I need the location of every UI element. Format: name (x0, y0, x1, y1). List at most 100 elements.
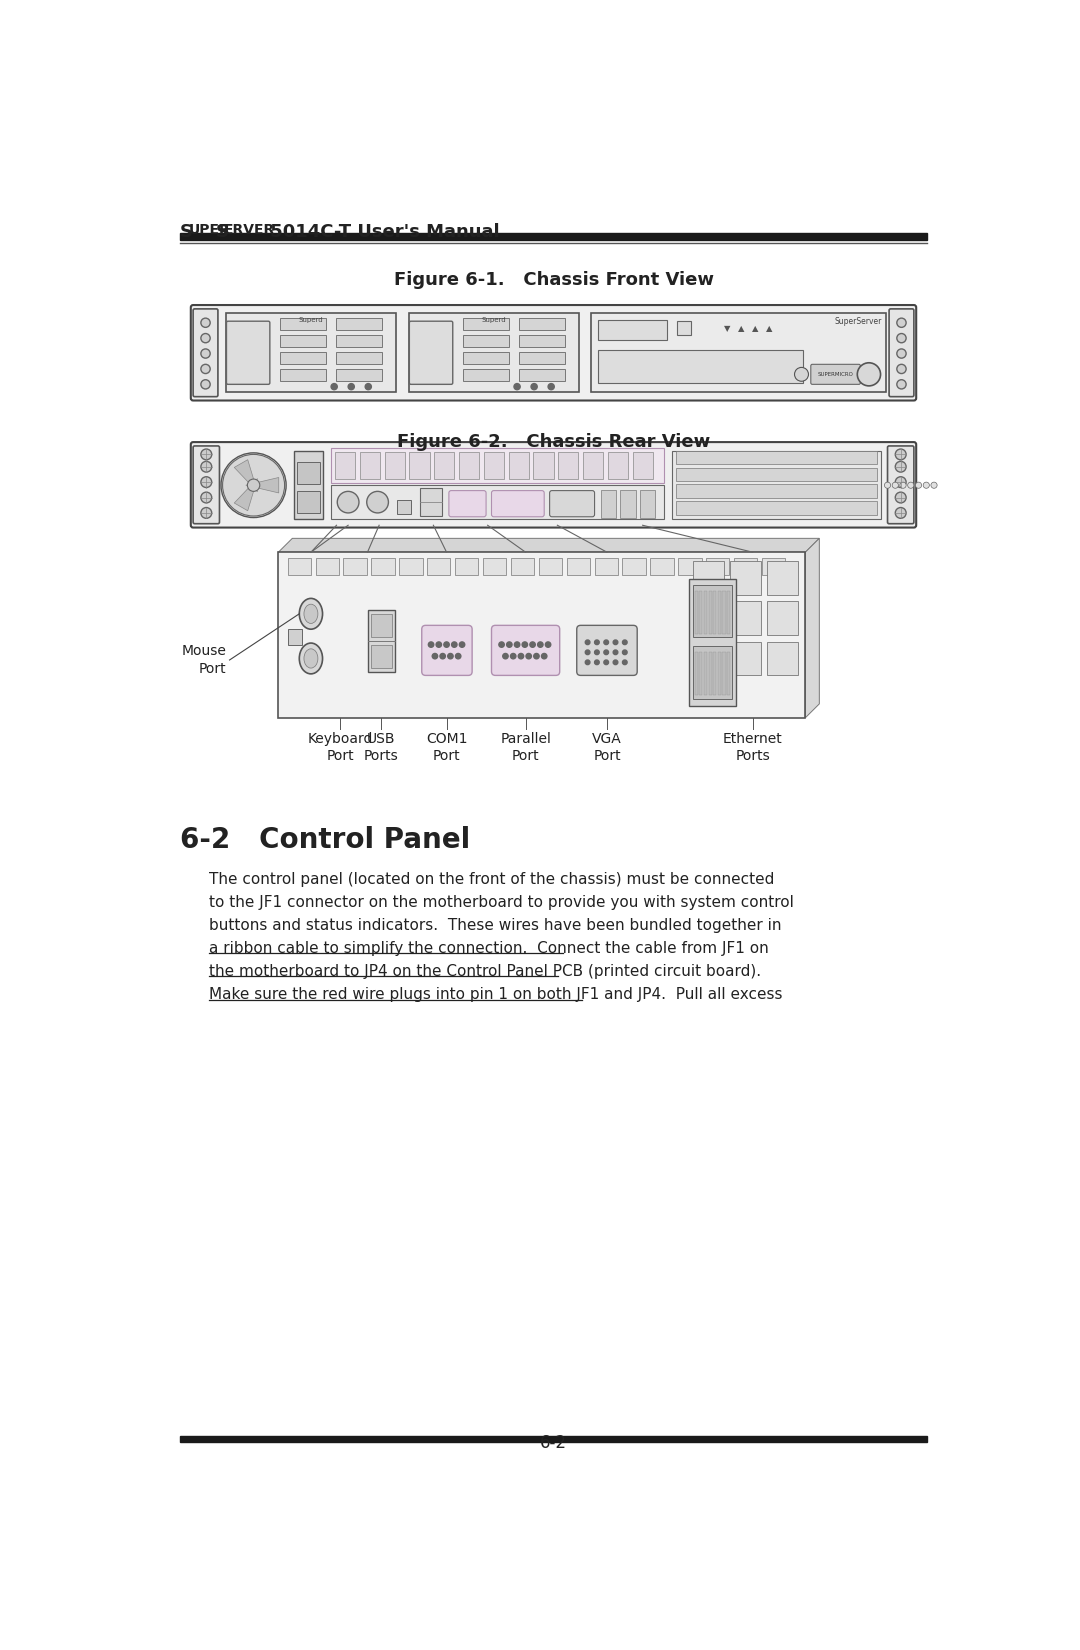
Text: the motherboard to JP4 on the Control Panel PCB (printed circuit board).: the motherboard to JP4 on the Control Pa… (210, 964, 761, 978)
Circle shape (201, 477, 212, 487)
Circle shape (436, 642, 442, 647)
Circle shape (895, 508, 906, 518)
Circle shape (201, 380, 211, 389)
Bar (294, 450, 323, 520)
Bar (372, 558, 394, 576)
Text: S: S (216, 223, 229, 241)
Bar (620, 490, 636, 518)
FancyBboxPatch shape (491, 490, 544, 516)
Circle shape (622, 640, 627, 645)
Polygon shape (246, 477, 279, 493)
Circle shape (499, 642, 504, 647)
Bar (706, 558, 729, 576)
Bar (336, 351, 382, 365)
Bar (420, 488, 442, 516)
Circle shape (896, 333, 906, 343)
Bar (693, 584, 732, 637)
Bar (370, 645, 392, 668)
Bar (762, 558, 785, 576)
Bar (622, 558, 646, 576)
Circle shape (548, 383, 554, 389)
Bar (518, 370, 565, 381)
Bar (384, 452, 405, 478)
Bar (280, 335, 326, 348)
Circle shape (201, 449, 212, 460)
Bar (400, 558, 422, 576)
FancyBboxPatch shape (811, 365, 861, 384)
Bar (676, 485, 877, 498)
Circle shape (222, 454, 284, 516)
Bar (483, 558, 507, 576)
Bar (484, 452, 504, 478)
Bar (730, 642, 761, 675)
Circle shape (201, 318, 211, 327)
Text: to the JF1 connector on the motherboard to provide you with system control: to the JF1 connector on the motherboard … (210, 894, 794, 909)
Text: ▲: ▲ (752, 325, 758, 333)
Bar (287, 629, 301, 645)
Text: SUPERMICRO: SUPERMICRO (818, 371, 853, 376)
Circle shape (895, 477, 906, 487)
FancyBboxPatch shape (449, 490, 486, 516)
Bar (727, 652, 730, 695)
Circle shape (456, 653, 461, 658)
Bar (459, 452, 480, 478)
Ellipse shape (299, 599, 323, 629)
Bar (693, 561, 724, 596)
Circle shape (201, 462, 212, 472)
Circle shape (348, 383, 354, 389)
Text: a ribbon cable to simplify the connection.  Connect the cable from JF1 on: a ribbon cable to simplify the connectio… (210, 940, 769, 955)
Bar (408, 314, 579, 393)
Bar (676, 450, 877, 464)
Circle shape (201, 492, 212, 503)
Bar (370, 614, 392, 637)
Circle shape (247, 478, 260, 492)
Circle shape (365, 383, 372, 389)
Bar (518, 351, 565, 365)
Text: USB
Ports: USB Ports (363, 731, 399, 762)
Text: Superd: Superd (482, 317, 507, 323)
Text: The control panel (located on the front of the chassis) must be connected: The control panel (located on the front … (210, 871, 774, 886)
Bar (704, 591, 707, 634)
Text: ERVER: ERVER (225, 223, 275, 238)
Bar (708, 652, 712, 695)
Circle shape (885, 482, 891, 488)
Bar (332, 485, 664, 520)
Bar (768, 602, 798, 635)
Circle shape (595, 660, 599, 665)
Circle shape (201, 508, 212, 518)
Bar (567, 558, 590, 576)
Circle shape (896, 365, 906, 373)
Circle shape (522, 642, 527, 647)
Bar (280, 351, 326, 365)
Circle shape (923, 482, 930, 488)
Circle shape (502, 653, 509, 658)
Text: 5014C-T User's Manual: 5014C-T User's Manual (264, 223, 499, 241)
Circle shape (534, 653, 539, 658)
Bar (723, 591, 726, 634)
Circle shape (201, 348, 211, 358)
Circle shape (526, 653, 531, 658)
Text: Mouse
Port: Mouse Port (181, 645, 227, 675)
Bar (597, 350, 804, 383)
Circle shape (604, 660, 608, 665)
Bar (713, 652, 716, 695)
Bar (699, 591, 702, 634)
Circle shape (895, 462, 906, 472)
Polygon shape (279, 538, 820, 553)
Bar (287, 558, 311, 576)
Bar (730, 561, 761, 596)
Bar (718, 591, 721, 634)
Circle shape (585, 650, 590, 655)
Bar (455, 558, 478, 576)
FancyBboxPatch shape (191, 442, 916, 528)
Bar (693, 647, 732, 698)
Circle shape (622, 650, 627, 655)
Bar (608, 452, 627, 478)
Bar (463, 370, 510, 381)
Circle shape (613, 650, 618, 655)
Polygon shape (234, 478, 257, 512)
Bar (315, 558, 339, 576)
Bar (558, 452, 578, 478)
Bar (699, 652, 702, 695)
Bar (428, 558, 450, 576)
